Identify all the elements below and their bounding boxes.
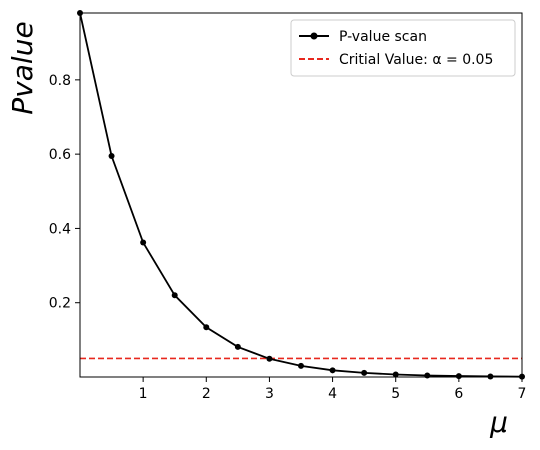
pvalue-scan-point [140, 239, 147, 246]
pvalue-scan-point [203, 324, 210, 331]
legend: P-value scan Critial Value: α = 0.05 [290, 19, 516, 77]
pvalue-scan-point [361, 369, 368, 376]
pvalue-scan-point [455, 373, 462, 380]
legend-label-pvalue-scan: P-value scan [339, 29, 427, 45]
y-tick-label: 0.8 [49, 73, 71, 89]
y-tick-label: 0.6 [49, 147, 71, 163]
x-tick-label: 4 [328, 386, 337, 402]
pvalue-scan-point [266, 355, 273, 362]
pvalue-scan-point [392, 371, 399, 378]
y-tick-label: 0.2 [49, 296, 71, 312]
y-tick-label: 0.4 [49, 221, 71, 237]
pvalue-scan-point [487, 373, 494, 380]
x-tick-label: 3 [265, 386, 274, 402]
pvalue-scan-point [234, 343, 241, 350]
x-tick-label: 7 [518, 386, 527, 402]
x-axis-title: μ [489, 406, 508, 439]
pvalue-scan-point [329, 367, 336, 374]
legend-box [290, 19, 516, 77]
pvalue-scan-point [298, 362, 304, 369]
plot-frame [79, 12, 523, 378]
x-tick-label: 6 [454, 386, 463, 402]
y-axis-ticks: 0.2 0.4 0.6 0.8 [49, 73, 80, 312]
series-layer [77, 10, 525, 380]
legend-dot-pvalue-scan [310, 32, 318, 40]
x-tick-label: 2 [202, 386, 211, 402]
x-tick-label: 1 [139, 386, 148, 402]
pvalue-scan-point [171, 292, 178, 299]
pvalue-scan-point [108, 153, 115, 159]
x-axis-ticks: 1 2 3 4 5 6 7 [139, 377, 527, 402]
x-tick-label: 5 [391, 386, 400, 402]
y-axis-title: Pvalue [6, 21, 39, 114]
legend-label-critical-value: Critial Value: α = 0.05 [339, 52, 493, 68]
pvalue-scan-point [424, 372, 431, 379]
